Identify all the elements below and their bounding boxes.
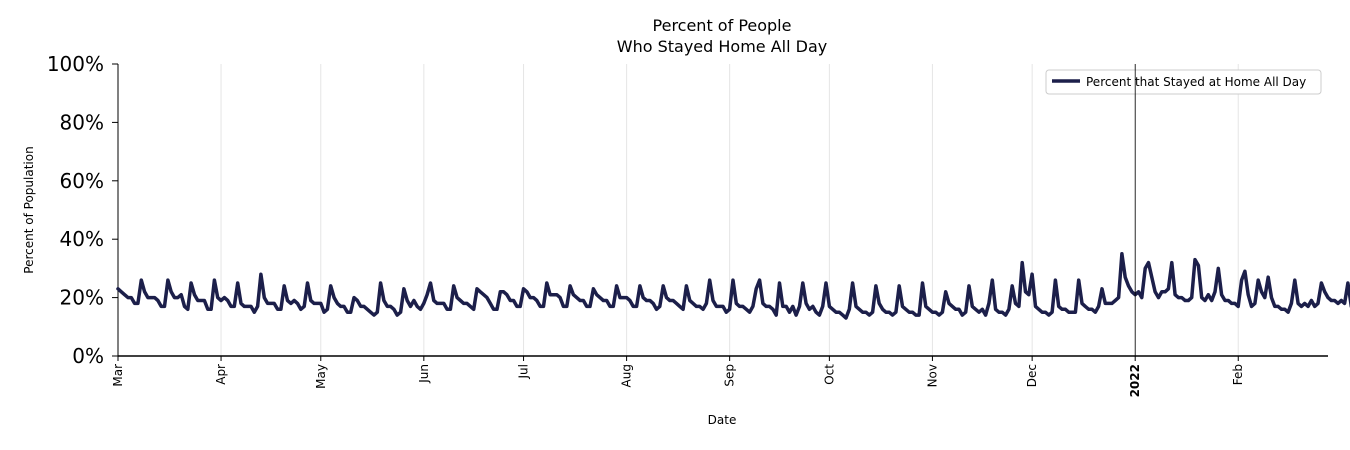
y-tick-label: 20% <box>60 286 104 310</box>
x-tick-label: 2022 <box>1128 364 1142 397</box>
x-tick-label: Feb <box>1231 364 1245 385</box>
grid <box>220 64 1239 356</box>
x-tick-label: Oct <box>822 364 836 385</box>
y-tick-label: 0% <box>72 344 104 368</box>
series-layer <box>116 252 1350 320</box>
x-tick-label: Nov <box>925 364 939 387</box>
x-tick-label: Sep <box>723 364 737 387</box>
legend: Percent that Stayed at Home All Day <box>1045 69 1322 95</box>
chart-title-line2: Who Stayed Home All Day <box>617 37 827 56</box>
y-tick-label: 100% <box>47 52 104 76</box>
legend-box <box>1045 69 1322 95</box>
y-tick-label: 80% <box>60 110 104 134</box>
y-tick-label: 40% <box>60 227 104 251</box>
series-line <box>116 252 1350 320</box>
x-tick-label: Jun <box>417 364 431 384</box>
y-axis-label: Percent of Population <box>22 146 36 273</box>
x-tick-label: Apr <box>214 364 228 385</box>
x-tick-label: May <box>314 364 328 389</box>
x-tick-label: Aug <box>620 364 634 387</box>
x-tick-label: Mar <box>111 364 125 387</box>
chart-title-line1: Percent of People <box>653 16 792 35</box>
x-tick-label: Dec <box>1025 364 1039 387</box>
x-axis: Mar Apr May Jun Jul Aug Sep Oct Nov Dec 2022 Feb <box>111 355 1328 397</box>
y-tick-label: 60% <box>60 169 104 193</box>
x-axis-label: Date <box>708 413 737 427</box>
legend-label: Percent that Stayed at Home All Day <box>1086 75 1306 89</box>
y-axis: 0% 20% 40% 60% 80% 100% <box>47 52 119 368</box>
x-tick-label: Jul <box>517 364 531 379</box>
